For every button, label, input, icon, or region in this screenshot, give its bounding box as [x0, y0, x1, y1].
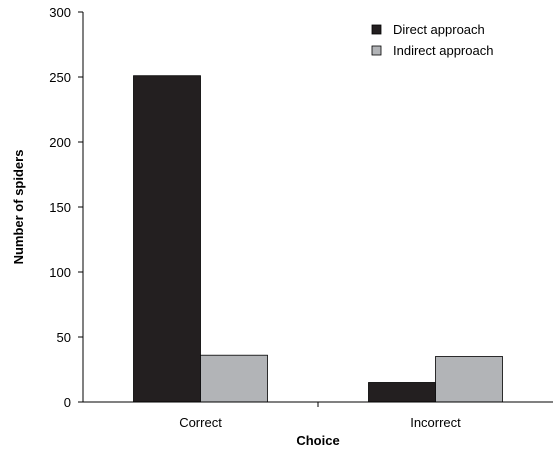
bar-indirect-approach-correct	[200, 354, 268, 403]
y-tick-label: 50	[57, 330, 71, 345]
legend-label: Direct approach	[393, 22, 485, 37]
y-tick-label: 0	[64, 395, 71, 410]
bar-indirect-approach-incorrect	[435, 356, 503, 403]
bar-direct-approach-correct	[133, 75, 201, 403]
y-tick-label: 300	[49, 5, 71, 20]
y-tick-label: 100	[49, 265, 71, 280]
x-axis-title: Choice	[296, 433, 339, 448]
y-tick-label: 250	[49, 70, 71, 85]
legend-label: Indirect approach	[393, 43, 493, 58]
legend: Direct approach Indirect approach	[371, 22, 493, 58]
legend-swatch	[371, 45, 382, 56]
y-tick-label: 150	[49, 200, 71, 215]
x-axis-ticks: Correct Incorrect	[179, 402, 461, 430]
x-tick-label: Incorrect	[410, 415, 461, 430]
y-axis-ticks: 0 50 100 150 200 250 300	[49, 5, 83, 410]
legend-swatch	[371, 24, 382, 35]
y-axis-title: Number of spiders	[11, 150, 26, 265]
bars	[133, 75, 503, 403]
x-tick-label: Correct	[179, 415, 222, 430]
bar-direct-approach-incorrect	[368, 382, 436, 403]
y-tick-label: 200	[49, 135, 71, 150]
